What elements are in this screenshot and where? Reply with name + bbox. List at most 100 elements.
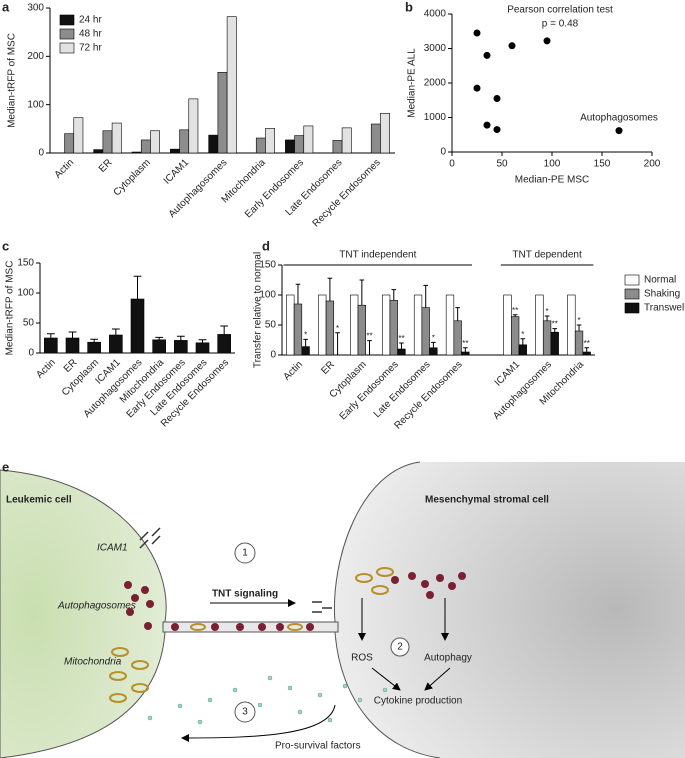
error-bar bbox=[455, 307, 460, 321]
bar bbox=[413, 294, 423, 356]
significance-label: * bbox=[304, 331, 307, 340]
bar bbox=[179, 129, 190, 154]
x-tick-label: Late Endosomes bbox=[372, 359, 433, 420]
bar bbox=[503, 294, 512, 356]
legend-swatch bbox=[59, 42, 75, 54]
error-bar bbox=[46, 333, 55, 338]
legend-label: 72 hr bbox=[79, 43, 102, 54]
error-bar bbox=[399, 342, 404, 349]
bar bbox=[511, 316, 520, 356]
bar bbox=[294, 135, 305, 154]
y-tick-label: 100 bbox=[259, 290, 276, 301]
bar bbox=[217, 71, 228, 154]
bar bbox=[109, 334, 123, 354]
y-tick-label: 1000 bbox=[424, 112, 447, 123]
error-bar bbox=[391, 289, 397, 301]
point-label: Autophagosomes bbox=[580, 112, 658, 123]
bar bbox=[574, 330, 584, 356]
legend-swatch bbox=[624, 288, 640, 300]
arrows bbox=[181, 598, 451, 742]
error-bar bbox=[463, 347, 468, 352]
panel-label: c bbox=[2, 238, 9, 253]
panel-label: d bbox=[262, 238, 270, 253]
x-tick-label: 50 bbox=[496, 159, 508, 170]
x-tick-label: ICAM1 bbox=[162, 157, 192, 187]
panel-label: b bbox=[405, 0, 413, 14]
organelles bbox=[124, 572, 466, 631]
point bbox=[473, 29, 481, 37]
x-tick-label: Early Endosomes bbox=[338, 359, 401, 422]
bar bbox=[170, 148, 180, 154]
y-tick-label: 300 bbox=[27, 3, 44, 14]
tnt-label: TNT signaling bbox=[212, 589, 278, 600]
mitochondria-icons bbox=[109, 567, 394, 703]
significance-label: * bbox=[546, 307, 549, 316]
bar bbox=[582, 351, 591, 356]
bar bbox=[518, 344, 527, 356]
bar bbox=[389, 300, 398, 356]
error-bar bbox=[295, 283, 301, 304]
bar bbox=[380, 113, 390, 154]
bar bbox=[73, 117, 84, 154]
bar bbox=[87, 341, 101, 354]
x-tick-label: 200 bbox=[644, 159, 661, 170]
secreted-factors bbox=[147, 675, 388, 725]
bar bbox=[265, 128, 275, 154]
legend-swatch bbox=[59, 14, 75, 26]
bar bbox=[429, 347, 438, 356]
bar bbox=[550, 331, 559, 356]
icam-label: ICAM1 bbox=[97, 543, 128, 554]
bar bbox=[535, 294, 544, 356]
significance-label: * bbox=[577, 316, 580, 325]
autophagosome-label: Autophagosomes bbox=[57, 601, 136, 612]
autophagy-label: Autophagy bbox=[424, 653, 472, 664]
legend-swatch bbox=[59, 28, 75, 40]
bar bbox=[397, 348, 406, 356]
legend-label: 24 hr bbox=[79, 15, 102, 26]
mitochondria-label: Mitochondria bbox=[64, 657, 122, 668]
significance-label: * bbox=[521, 330, 524, 339]
point bbox=[543, 37, 551, 45]
bar bbox=[130, 298, 145, 354]
x-tick-label: Recycle Endosomes bbox=[311, 157, 383, 229]
y-tick-label: 50 bbox=[23, 318, 35, 329]
error-bar bbox=[220, 325, 229, 335]
y-tick-label: 200 bbox=[27, 51, 44, 62]
error-bar bbox=[359, 279, 365, 306]
error-bar bbox=[133, 275, 142, 299]
chart-subtitle: p = 0.48 bbox=[542, 19, 579, 30]
x-tick-label: ER bbox=[97, 157, 115, 175]
group-label: TNT dependent bbox=[512, 250, 582, 261]
error-bar bbox=[111, 328, 120, 335]
significance-label: ** bbox=[462, 339, 468, 348]
group-label: TNT independent bbox=[339, 250, 416, 261]
cell-label: Leukemic cell bbox=[6, 495, 72, 506]
significance-label: ** bbox=[512, 306, 518, 315]
legend-label: Normal bbox=[644, 275, 676, 286]
x-tick-label: 100 bbox=[544, 159, 561, 170]
significance-label: ** bbox=[584, 339, 590, 348]
error-bar bbox=[176, 335, 185, 341]
y-tick-label: 2000 bbox=[424, 78, 447, 89]
y-tick-label: 0 bbox=[440, 147, 446, 158]
bar bbox=[285, 139, 295, 154]
y-tick-label: 100 bbox=[17, 288, 34, 299]
point bbox=[473, 84, 481, 92]
x-tick-label: 150 bbox=[594, 159, 611, 170]
bar bbox=[152, 339, 166, 354]
leukemic-cell bbox=[0, 469, 167, 758]
error-bar bbox=[512, 314, 518, 317]
tunneling-nanotube bbox=[162, 621, 339, 633]
y-axis-title: Median-tRFP of MSC bbox=[7, 33, 18, 128]
legend-label: Shaking bbox=[644, 289, 680, 300]
error-bar bbox=[367, 340, 372, 355]
x-tick-label: Cytoplasm bbox=[112, 157, 153, 198]
step-number: 1 bbox=[242, 548, 248, 559]
significance-label: ** bbox=[398, 334, 404, 343]
point bbox=[615, 127, 623, 135]
bar bbox=[102, 130, 113, 154]
chart-title: Pearson correlation test bbox=[507, 5, 613, 16]
bar bbox=[131, 151, 142, 154]
bar bbox=[357, 304, 366, 356]
bar bbox=[318, 294, 327, 356]
